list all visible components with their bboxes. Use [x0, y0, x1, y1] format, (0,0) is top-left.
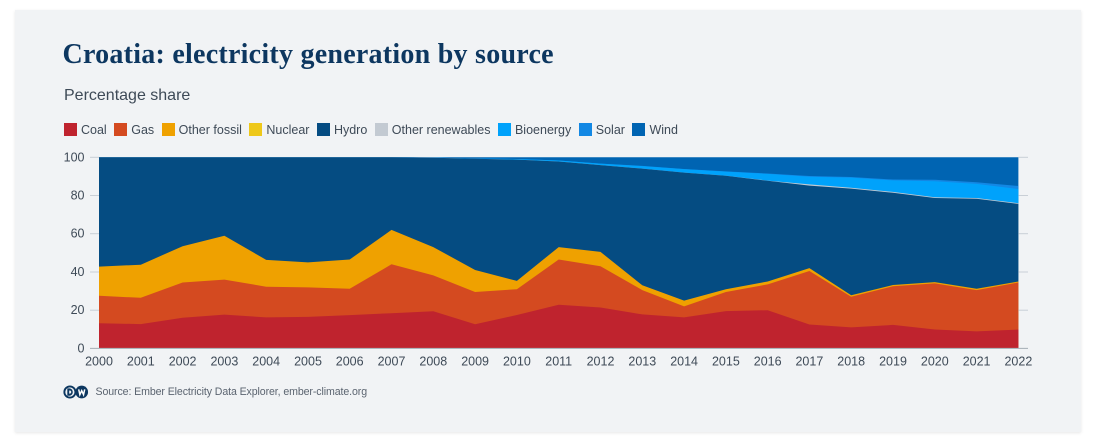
svg-text:2011: 2011: [545, 354, 572, 368]
svg-text:2020: 2020: [921, 354, 949, 368]
svg-text:80: 80: [71, 189, 85, 203]
svg-text:2003: 2003: [210, 354, 238, 368]
svg-text:2021: 2021: [963, 354, 991, 368]
svg-text:2008: 2008: [419, 354, 447, 368]
svg-text:2017: 2017: [795, 354, 823, 368]
svg-text:2001: 2001: [127, 354, 155, 368]
svg-text:2002: 2002: [169, 354, 197, 368]
svg-text:2000: 2000: [85, 354, 113, 368]
svg-text:100: 100: [64, 150, 85, 164]
svg-text:20: 20: [71, 303, 85, 317]
svg-text:2018: 2018: [837, 354, 865, 368]
svg-text:2022: 2022: [1004, 354, 1032, 368]
svg-text:2012: 2012: [587, 354, 615, 368]
svg-text:2006: 2006: [336, 354, 364, 368]
svg-text:2010: 2010: [503, 354, 531, 368]
svg-text:2007: 2007: [378, 354, 406, 368]
svg-text:2019: 2019: [879, 354, 907, 368]
svg-text:2014: 2014: [670, 354, 698, 368]
svg-text:60: 60: [71, 227, 85, 241]
svg-text:2013: 2013: [628, 354, 656, 368]
svg-text:0: 0: [78, 341, 85, 355]
svg-text:2009: 2009: [461, 354, 489, 368]
svg-text:40: 40: [71, 265, 85, 279]
svg-text:2005: 2005: [294, 354, 322, 368]
svg-text:2016: 2016: [754, 354, 782, 368]
svg-text:2004: 2004: [252, 354, 280, 368]
svg-text:2015: 2015: [712, 354, 740, 368]
